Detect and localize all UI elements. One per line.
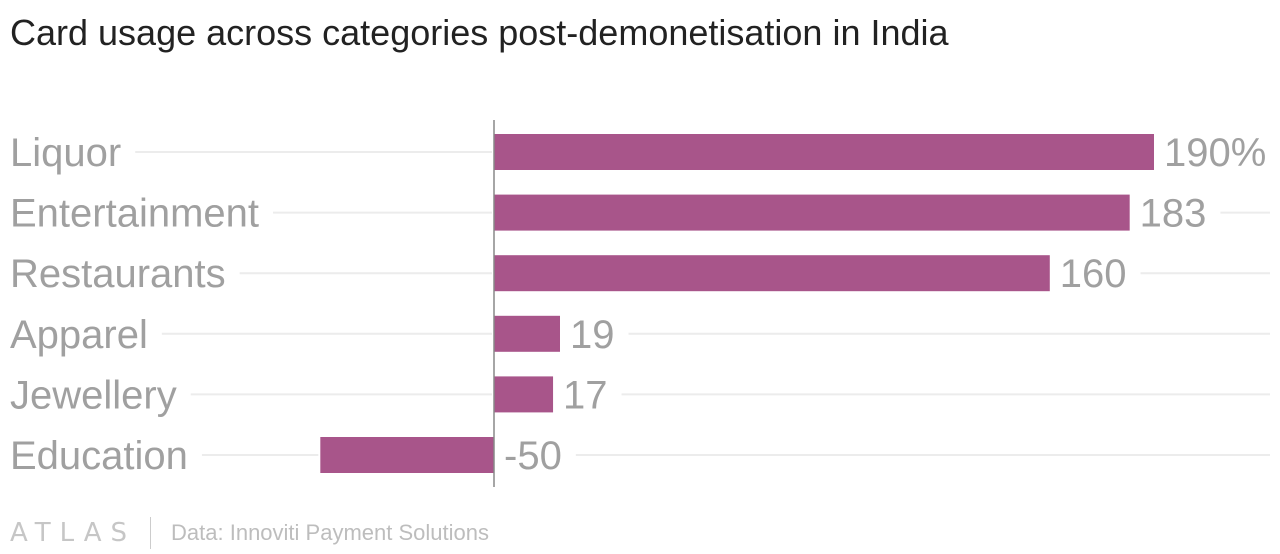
- bar-apparel: [494, 315, 560, 352]
- bar-education: [320, 437, 494, 473]
- category-label-apparel: Apparel: [10, 313, 148, 357]
- value-label-jewellery: 17: [563, 373, 608, 417]
- value-label-apparel: 19: [570, 313, 615, 357]
- bar-restaurants: [494, 255, 1050, 292]
- category-label-restaurants: Restaurants: [10, 252, 226, 296]
- value-label-education: -50: [504, 434, 562, 478]
- bar-jewellery: [494, 376, 554, 413]
- category-label-entertainment: Entertainment: [10, 192, 259, 236]
- atlas-logo: ATLAS: [10, 518, 137, 548]
- category-label-jewellery: Jewellery: [10, 373, 177, 417]
- value-label-entertainment: 183: [1140, 192, 1207, 236]
- category-label-liquor: Liquor: [10, 131, 121, 175]
- footer-divider: [150, 517, 152, 549]
- bar-liquor: [494, 134, 1154, 170]
- category-label-education: Education: [10, 434, 188, 478]
- value-label-restaurants: 160: [1060, 252, 1127, 296]
- value-label-liquor: 190%: [1164, 131, 1266, 175]
- chart-title: Card usage across categories post-demone…: [10, 12, 949, 53]
- data-source: Data: Innoviti Payment Solutions: [171, 520, 489, 545]
- bar-entertainment: [494, 194, 1130, 231]
- chart-footer: ATLAS Data: Innoviti Payment Solutions: [10, 516, 489, 550]
